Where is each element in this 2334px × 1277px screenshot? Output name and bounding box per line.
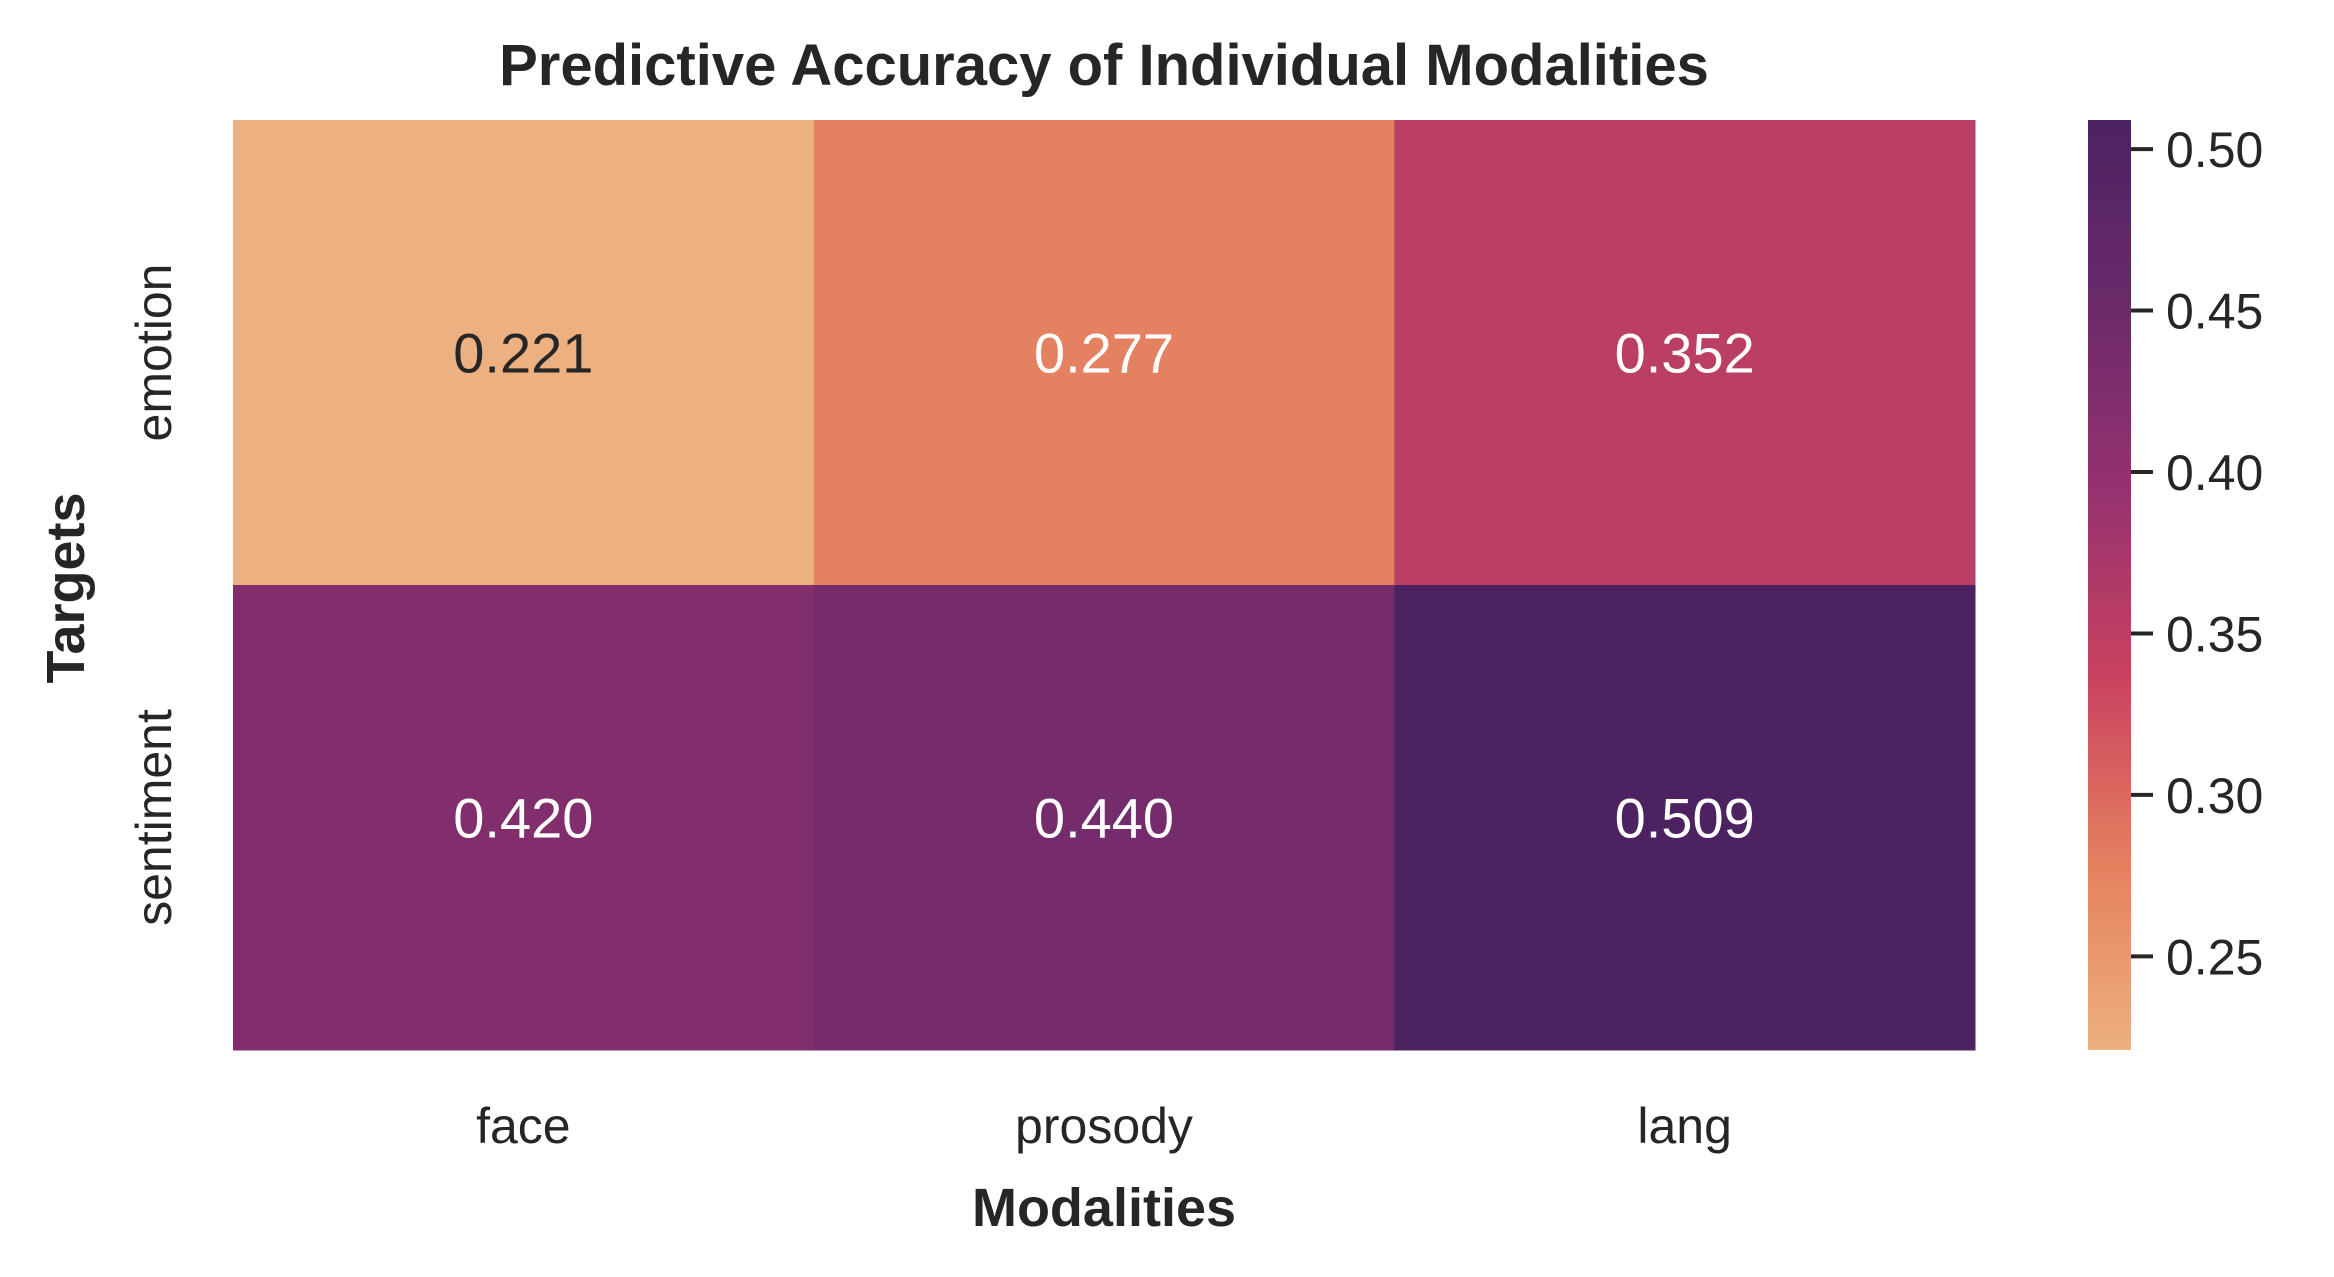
colorbar-tick-label: 0.25 bbox=[2166, 929, 2263, 985]
heatmap-cell-sentiment-face bbox=[233, 585, 815, 1051]
heatmap-cell-sentiment-prosody bbox=[813, 585, 1395, 1051]
heatmap-cell-sentiment-lang bbox=[1394, 585, 1976, 1051]
heatmap-cell-labels: 0.221 0.277 0.352 0.420 0.440 0.509 bbox=[453, 322, 1754, 850]
cell-value-label: 0.277 bbox=[1034, 322, 1174, 385]
x-tick-label-lang: lang bbox=[1637, 1098, 1732, 1154]
colorbar-tick-label: 0.45 bbox=[2166, 284, 2263, 340]
colorbar-tick-label: 0.50 bbox=[2166, 122, 2263, 178]
heatmap-cell-emotion-prosody bbox=[813, 120, 1395, 586]
heatmap-cells bbox=[233, 120, 1976, 1051]
colorbar-ticks: 0.25 0.30 0.35 0.40 0.45 0.50 bbox=[2131, 122, 2263, 985]
y-tick-label-sentiment: sentiment bbox=[126, 709, 182, 926]
colorbar-tick-label: 0.40 bbox=[2166, 445, 2263, 501]
colorbar-tick-label: 0.30 bbox=[2166, 768, 2263, 824]
cell-value-label: 0.420 bbox=[453, 787, 593, 850]
x-tick-label-prosody: prosody bbox=[1015, 1098, 1193, 1154]
chart-title: Predictive Accuracy of Individual Modali… bbox=[499, 33, 1709, 98]
x-tick-label-face: face bbox=[476, 1098, 571, 1154]
y-tick-label-emotion: emotion bbox=[126, 264, 182, 442]
x-axis-label: Modalities bbox=[972, 1178, 1236, 1238]
heatmap-cell-emotion-lang bbox=[1394, 120, 1976, 586]
cell-value-label: 0.352 bbox=[1615, 322, 1755, 385]
colorbar bbox=[2088, 120, 2131, 1050]
y-axis-label: Targets bbox=[36, 492, 96, 683]
x-tick-labels: face prosody lang bbox=[476, 1098, 1732, 1154]
cell-value-label: 0.221 bbox=[453, 322, 593, 385]
colorbar-tick-label: 0.35 bbox=[2166, 606, 2263, 662]
y-tick-labels: emotion sentiment bbox=[126, 264, 182, 926]
cell-value-label: 0.509 bbox=[1615, 787, 1755, 850]
cell-value-label: 0.440 bbox=[1034, 787, 1174, 850]
heatmap-cell-emotion-face bbox=[233, 120, 815, 586]
